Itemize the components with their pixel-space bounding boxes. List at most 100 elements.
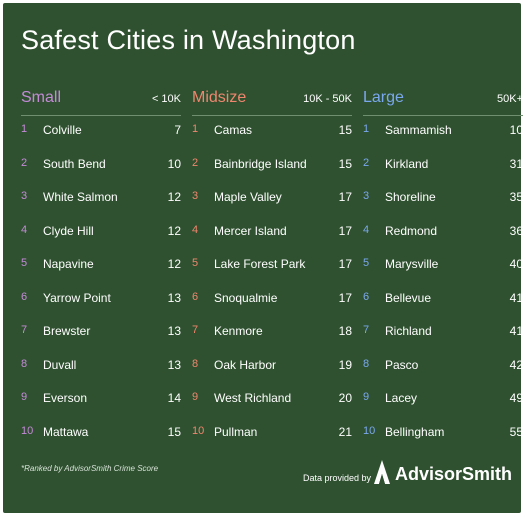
crime-score: 10 xyxy=(509,123,523,137)
crime-score: 13 xyxy=(167,357,181,372)
ranking-list: 1 Sammamish 10 2 Kirkland 31 3 Shoreline 35 4 Redm… xyxy=(363,123,523,458)
rank-number: 9 xyxy=(363,391,370,403)
crime-score: 17 xyxy=(338,257,352,271)
rank-number: 5 xyxy=(363,257,370,269)
crime-score: 17 xyxy=(338,190,352,204)
column-name: Small xyxy=(21,89,62,106)
list-item: 5 Napavine 12 xyxy=(21,257,181,291)
rank-number: 5 xyxy=(192,257,199,269)
rank-number: 4 xyxy=(21,223,28,236)
crime-score: 41 xyxy=(509,324,523,338)
list-item: 6 Yarrow Point 13 xyxy=(21,291,181,325)
rank-number: 1 xyxy=(363,123,370,135)
city-name: White Salmon xyxy=(43,190,118,204)
list-item: 4 Mercer Island 17 xyxy=(192,224,352,258)
crime-score: 12 xyxy=(167,190,181,204)
crime-score: 12 xyxy=(167,223,181,238)
list-item: 6 Snoqualmie 17 xyxy=(192,291,352,325)
list-item: 3 White Salmon 12 xyxy=(21,190,181,224)
city-name: Clyde Hill xyxy=(43,223,94,238)
rank-number: 9 xyxy=(192,391,199,403)
list-item: 2 Bainbridge Island 15 xyxy=(192,157,352,191)
city-name: Redmond xyxy=(385,223,438,238)
crime-score: 20 xyxy=(338,391,352,405)
ranking-list: 1 Camas 15 2 Bainbridge Island 15 3 Maple Valle… xyxy=(192,123,352,458)
infographic-card: Safest Cities in Washington Small < 10K … xyxy=(3,3,523,513)
list-item: 10 Mattawa 15 xyxy=(21,425,181,459)
rank-number: 2 xyxy=(363,156,370,169)
city-name: Bellevue xyxy=(385,290,432,305)
city-name: Marysville xyxy=(385,257,439,271)
list-item: 2 Kirkland 31 xyxy=(363,157,523,191)
rank-number: 1 xyxy=(21,123,28,135)
list-item: 4 Clyde Hill 12 xyxy=(21,224,181,258)
column-header: Large 50K+ xyxy=(363,89,523,116)
city-name: Yarrow Point xyxy=(43,290,111,305)
crime-score: 41 xyxy=(509,290,523,305)
rank-number: 8 xyxy=(363,357,370,370)
crime-score: 17 xyxy=(338,223,352,238)
column-small: Small < 10K 1 Colville 7 2 South Bend 10 3 Whit… xyxy=(21,89,181,458)
list-item: 7 Brewster 13 xyxy=(21,324,181,358)
rank-number: 4 xyxy=(363,223,370,236)
city-name: Napavine xyxy=(43,257,94,271)
crime-score: 12 xyxy=(167,257,181,271)
rank-number: 7 xyxy=(21,324,28,336)
city-name: South Bend xyxy=(43,156,106,171)
city-name: Shoreline xyxy=(385,190,436,204)
column-header: Small < 10K xyxy=(21,89,181,116)
city-name: Lacey xyxy=(385,391,418,405)
rank-number: 3 xyxy=(363,190,370,202)
rank-number: 10 xyxy=(21,424,34,437)
rank-number: 9 xyxy=(21,391,28,403)
crime-score: 13 xyxy=(167,324,181,338)
rank-number: 8 xyxy=(192,357,199,370)
rank-number: 6 xyxy=(21,290,28,303)
ranking-list: 1 Colville 7 2 South Bend 10 3 White Salmon 12 4 C… xyxy=(21,123,181,458)
column-large: Large 50K+ 1 Sammamish 10 2 Kirkland 31 3 Shore… xyxy=(363,89,523,458)
crime-score: 15 xyxy=(338,156,352,171)
crime-score: 42 xyxy=(509,357,523,372)
list-item: 6 Bellevue 41 xyxy=(363,291,523,325)
list-item: 8 Oak Harbor 19 xyxy=(192,358,352,392)
brand-name: AdvisorSmith xyxy=(395,464,513,484)
list-item: 7 Kenmore 18 xyxy=(192,324,352,358)
list-item: 1 Sammamish 10 xyxy=(363,123,523,157)
list-item: 7 Richland 41 xyxy=(363,324,523,358)
list-item: 4 Redmond 36 xyxy=(363,224,523,258)
column-header: Midsize 10K - 50K xyxy=(192,89,352,116)
list-item: 9 Everson 14 xyxy=(21,391,181,425)
footnote: *Ranked by AdvisorSmith Crime Score xyxy=(21,464,159,473)
list-item: 2 South Bend 10 xyxy=(21,157,181,191)
list-item: 3 Maple Valley 17 xyxy=(192,190,352,224)
column-name: Large xyxy=(363,89,404,106)
list-item: 8 Pasco 42 xyxy=(363,358,523,392)
list-item: 10 Bellingham 55 xyxy=(363,425,523,459)
city-name: Kirkland xyxy=(385,156,429,171)
rank-number: 4 xyxy=(192,223,199,236)
column-range: 10K - 50K xyxy=(303,93,352,105)
rank-number: 8 xyxy=(21,357,28,370)
city-name: Pullman xyxy=(214,424,258,439)
city-name: Pasco xyxy=(385,357,419,372)
list-item: 9 West Richland 20 xyxy=(192,391,352,425)
crime-score: 15 xyxy=(167,424,181,439)
advisorsmith-logo-icon xyxy=(374,460,390,484)
list-item: 9 Lacey 49 xyxy=(363,391,523,425)
city-name: West Richland xyxy=(214,391,292,405)
crime-score: 49 xyxy=(509,391,523,405)
crime-score: 15 xyxy=(338,123,352,137)
list-item: 8 Duvall 13 xyxy=(21,358,181,392)
rank-number: 7 xyxy=(363,324,370,336)
rank-number: 6 xyxy=(363,290,370,303)
column-name: Midsize xyxy=(192,89,247,106)
rank-number: 7 xyxy=(192,324,199,336)
city-name: Colville xyxy=(43,123,82,137)
crime-score: 55 xyxy=(509,424,523,439)
page-title: Safest Cities in Washington xyxy=(21,25,356,55)
rank-number: 6 xyxy=(192,290,199,303)
list-item: 1 Camas 15 xyxy=(192,123,352,157)
crime-score: 17 xyxy=(338,290,352,305)
column-range: 50K+ xyxy=(497,93,523,105)
crime-score: 19 xyxy=(338,357,352,372)
